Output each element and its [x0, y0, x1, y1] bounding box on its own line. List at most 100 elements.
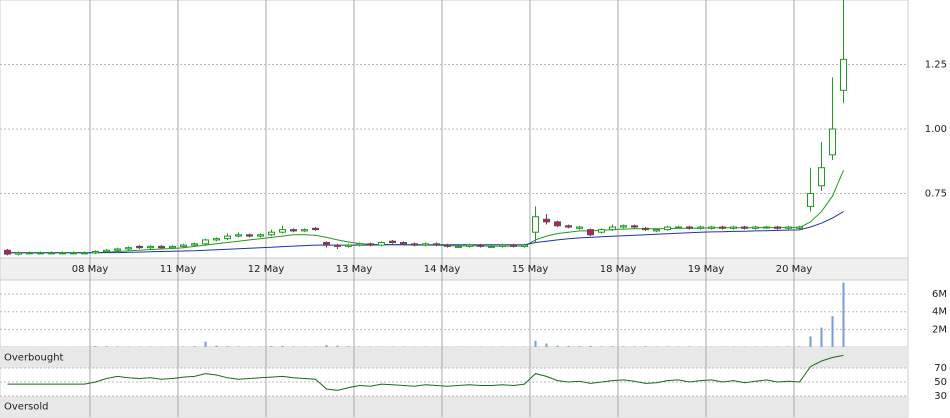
candle-body [554, 221, 561, 227]
volume-bar [578, 346, 581, 347]
volume-bar [237, 346, 240, 347]
candle-body [367, 243, 374, 246]
volume-bar [600, 346, 603, 347]
candle-body [103, 249, 110, 253]
y-tick-label: 1.00 [925, 124, 947, 135]
candle-body [719, 226, 726, 229]
candle-body [422, 243, 429, 246]
candle-body [169, 245, 176, 249]
candle-body [301, 229, 308, 232]
candle-body [488, 245, 495, 248]
candle-body [829, 128, 836, 156]
candle-body [400, 242, 407, 245]
band-label: Overbought [4, 353, 64, 364]
volume-bar [688, 346, 691, 347]
y-tick-label: 0.75 [925, 189, 947, 200]
candle-body [158, 245, 165, 249]
y-tick-label: 30 [934, 391, 947, 402]
volume-bar [831, 316, 834, 347]
volume-bar [787, 346, 790, 347]
candle-body [653, 229, 660, 232]
volume-bar [347, 346, 350, 347]
volume-bar [820, 327, 823, 347]
band [0, 347, 908, 368]
candle-body [796, 226, 803, 229]
volume-bar [556, 345, 559, 347]
candle-body [697, 226, 704, 229]
candle-body [235, 234, 242, 237]
candle-body [389, 240, 396, 244]
candle-body [466, 244, 473, 247]
candle-body [345, 244, 352, 247]
y-tick-label: 2M [932, 324, 947, 335]
candle-body [4, 249, 11, 255]
candle-body [576, 226, 583, 229]
candle-body [323, 242, 330, 246]
volume-bar [611, 346, 614, 347]
volume-bar [589, 345, 592, 347]
candle-body [587, 229, 594, 236]
candle-body [213, 238, 220, 241]
candle-body [15, 252, 22, 255]
candle-body [620, 225, 627, 228]
candle-body [92, 251, 99, 254]
volume-bar [215, 345, 218, 347]
candle-body [290, 229, 297, 232]
candle-body [268, 231, 275, 236]
volume-bar [193, 346, 196, 347]
candle-body [510, 244, 517, 247]
candle-body [433, 243, 440, 246]
candle-body [598, 229, 605, 233]
volume-bar [116, 346, 119, 347]
candle-body [147, 245, 154, 249]
volume-bar [842, 282, 845, 347]
candle-body [730, 226, 737, 229]
volume-bar [336, 345, 339, 347]
x-tick-label: 15 May [512, 264, 549, 275]
candle-body [774, 226, 781, 229]
x-tick-label: 20 May [776, 264, 813, 275]
volume-bar [622, 346, 625, 347]
candle-body [455, 245, 462, 248]
x-tick-label: 11 May [160, 264, 197, 275]
y-tick-label: 50 [934, 377, 947, 388]
candle-body [37, 252, 44, 255]
candle-body [378, 242, 385, 246]
y-tick-label: 1.25 [925, 60, 947, 71]
x-tick-label: 12 May [248, 264, 285, 275]
candle-body [312, 227, 319, 231]
candle-body [70, 252, 77, 255]
candle-body [81, 252, 88, 255]
candle-body [136, 245, 143, 249]
candle-body [411, 243, 418, 246]
volume-bar [226, 346, 229, 347]
candle-body [202, 239, 209, 245]
candle-body [246, 234, 253, 237]
candle-body [708, 226, 715, 229]
candle-body [334, 244, 341, 247]
candle-body [26, 252, 33, 255]
y-tick-label: 70 [934, 363, 947, 374]
volume-panel [0, 279, 909, 348]
candle-body [521, 244, 528, 247]
candle-body [279, 229, 286, 233]
candle-body [642, 227, 649, 231]
volume-bar [292, 346, 295, 347]
volume-bar [281, 345, 284, 347]
x-tick-label: 18 May [600, 264, 637, 275]
volume-bar [325, 345, 328, 347]
candle-body [257, 234, 264, 237]
band-label: Oversold [4, 402, 49, 413]
candle-body [752, 226, 759, 229]
candle-body [191, 243, 198, 246]
candle-body [48, 252, 55, 255]
candle-body [499, 244, 506, 247]
oscillator-line [7, 354, 844, 391]
volume-bar [666, 346, 669, 347]
volume-bar [105, 346, 108, 347]
volume-bar [94, 346, 97, 347]
candle-body [763, 226, 770, 229]
candle-body [818, 167, 825, 187]
volume-bar [270, 346, 273, 347]
